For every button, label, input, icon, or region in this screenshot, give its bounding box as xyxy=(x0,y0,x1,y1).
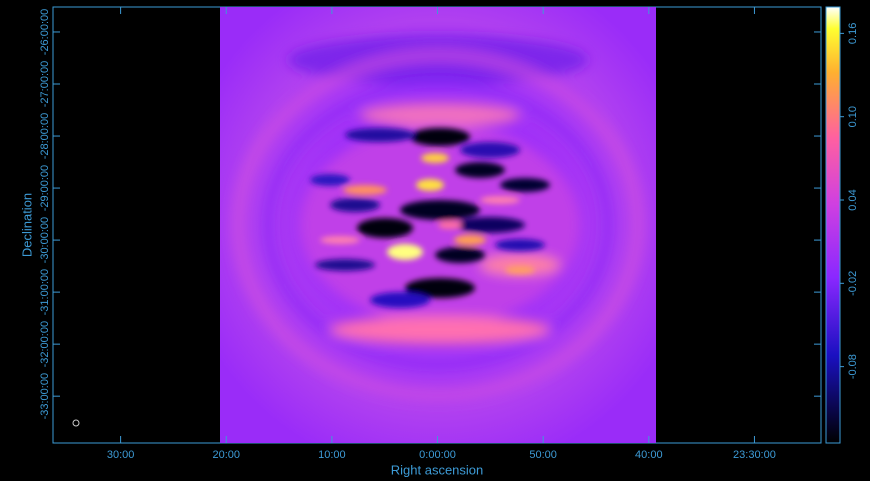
x-tick-label: 23:30:00 xyxy=(733,449,776,461)
colorbar-tick-label: -0.02 xyxy=(847,271,859,296)
colorbar xyxy=(826,7,840,443)
page: Right ascension Declination 30:00 20:00 10… xyxy=(0,0,870,481)
y-tick-label: -28:00:00 xyxy=(39,113,51,159)
y-tick-label: -31:00:00 xyxy=(39,269,51,315)
y-tick-label: -32:00:00 xyxy=(39,321,51,367)
x-tick-label: 20:00 xyxy=(212,449,240,461)
x-tick-label: 30:00 xyxy=(107,449,135,461)
x-tick-label: 0:00:00 xyxy=(419,449,456,461)
y-tick-label: -27:00:00 xyxy=(39,61,51,107)
y-tick-label: -29:00:00 xyxy=(39,165,51,211)
colorbar-tick-label: 0.04 xyxy=(847,189,859,210)
x-axis-label: Right ascension xyxy=(391,462,484,477)
chart: Right ascension Declination 30:00 20:00 10… xyxy=(0,0,870,481)
y-tick-label: -30:00:00 xyxy=(39,217,51,263)
sky-image xyxy=(220,7,656,443)
colorbar-tick-label: 0.10 xyxy=(847,106,859,127)
colorbar-tick-label: 0.16 xyxy=(847,23,859,44)
x-tick-label: 10:00 xyxy=(318,449,346,461)
y-axis-label: Declination xyxy=(19,193,34,257)
y-tick-label: -33:00:00 xyxy=(39,373,51,419)
x-tick-label: 40:00 xyxy=(635,449,663,461)
colorbar-tick-label: -0.08 xyxy=(847,354,859,379)
x-tick-label: 50:00 xyxy=(529,449,557,461)
y-tick-label: -26:00:00 xyxy=(39,9,51,55)
